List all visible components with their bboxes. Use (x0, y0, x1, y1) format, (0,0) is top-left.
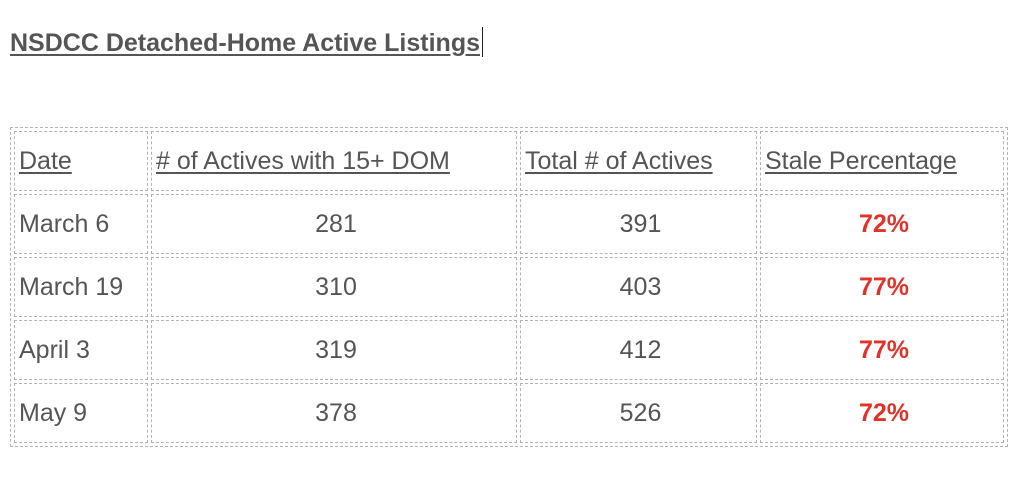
document-title[interactable]: NSDCC Detached-Home Active Listings (10, 27, 483, 58)
header-date: Date (14, 131, 148, 191)
cell-stale-percentage: 77% (760, 257, 1004, 317)
listings-table: Date # of Actives with 15+ DOM Total # o… (10, 127, 1008, 447)
cell-stale-percentage: 72% (760, 194, 1004, 254)
table-row: March 19 310 403 77% (14, 257, 1004, 317)
table-row: April 3 319 412 77% (14, 320, 1004, 380)
cell-date: March 6 (14, 194, 148, 254)
title-text: NSDCC Detached-Home Active Listings (10, 29, 480, 57)
cell-total-actives: 412 (520, 320, 757, 380)
cell-actives-15-dom: 378 (151, 383, 517, 443)
cell-date: May 9 (14, 383, 148, 443)
table-header-row: Date # of Actives with 15+ DOM Total # o… (14, 131, 1004, 191)
cell-actives-15-dom: 319 (151, 320, 517, 380)
cell-total-actives: 391 (520, 194, 757, 254)
cell-actives-15-dom: 310 (151, 257, 517, 317)
cell-stale-percentage: 77% (760, 320, 1004, 380)
cell-total-actives: 526 (520, 383, 757, 443)
cell-date: March 19 (14, 257, 148, 317)
cell-date: April 3 (14, 320, 148, 380)
cell-stale-percentage: 72% (760, 383, 1004, 443)
text-cursor (482, 27, 483, 57)
header-actives-15-dom: # of Actives with 15+ DOM (151, 131, 517, 191)
cell-actives-15-dom: 281 (151, 194, 517, 254)
table-row: May 9 378 526 72% (14, 383, 1004, 443)
header-stale-percentage: Stale Percentage (760, 131, 1004, 191)
table-row: March 6 281 391 72% (14, 194, 1004, 254)
cell-total-actives: 403 (520, 257, 757, 317)
header-total-actives: Total # of Actives (520, 131, 757, 191)
